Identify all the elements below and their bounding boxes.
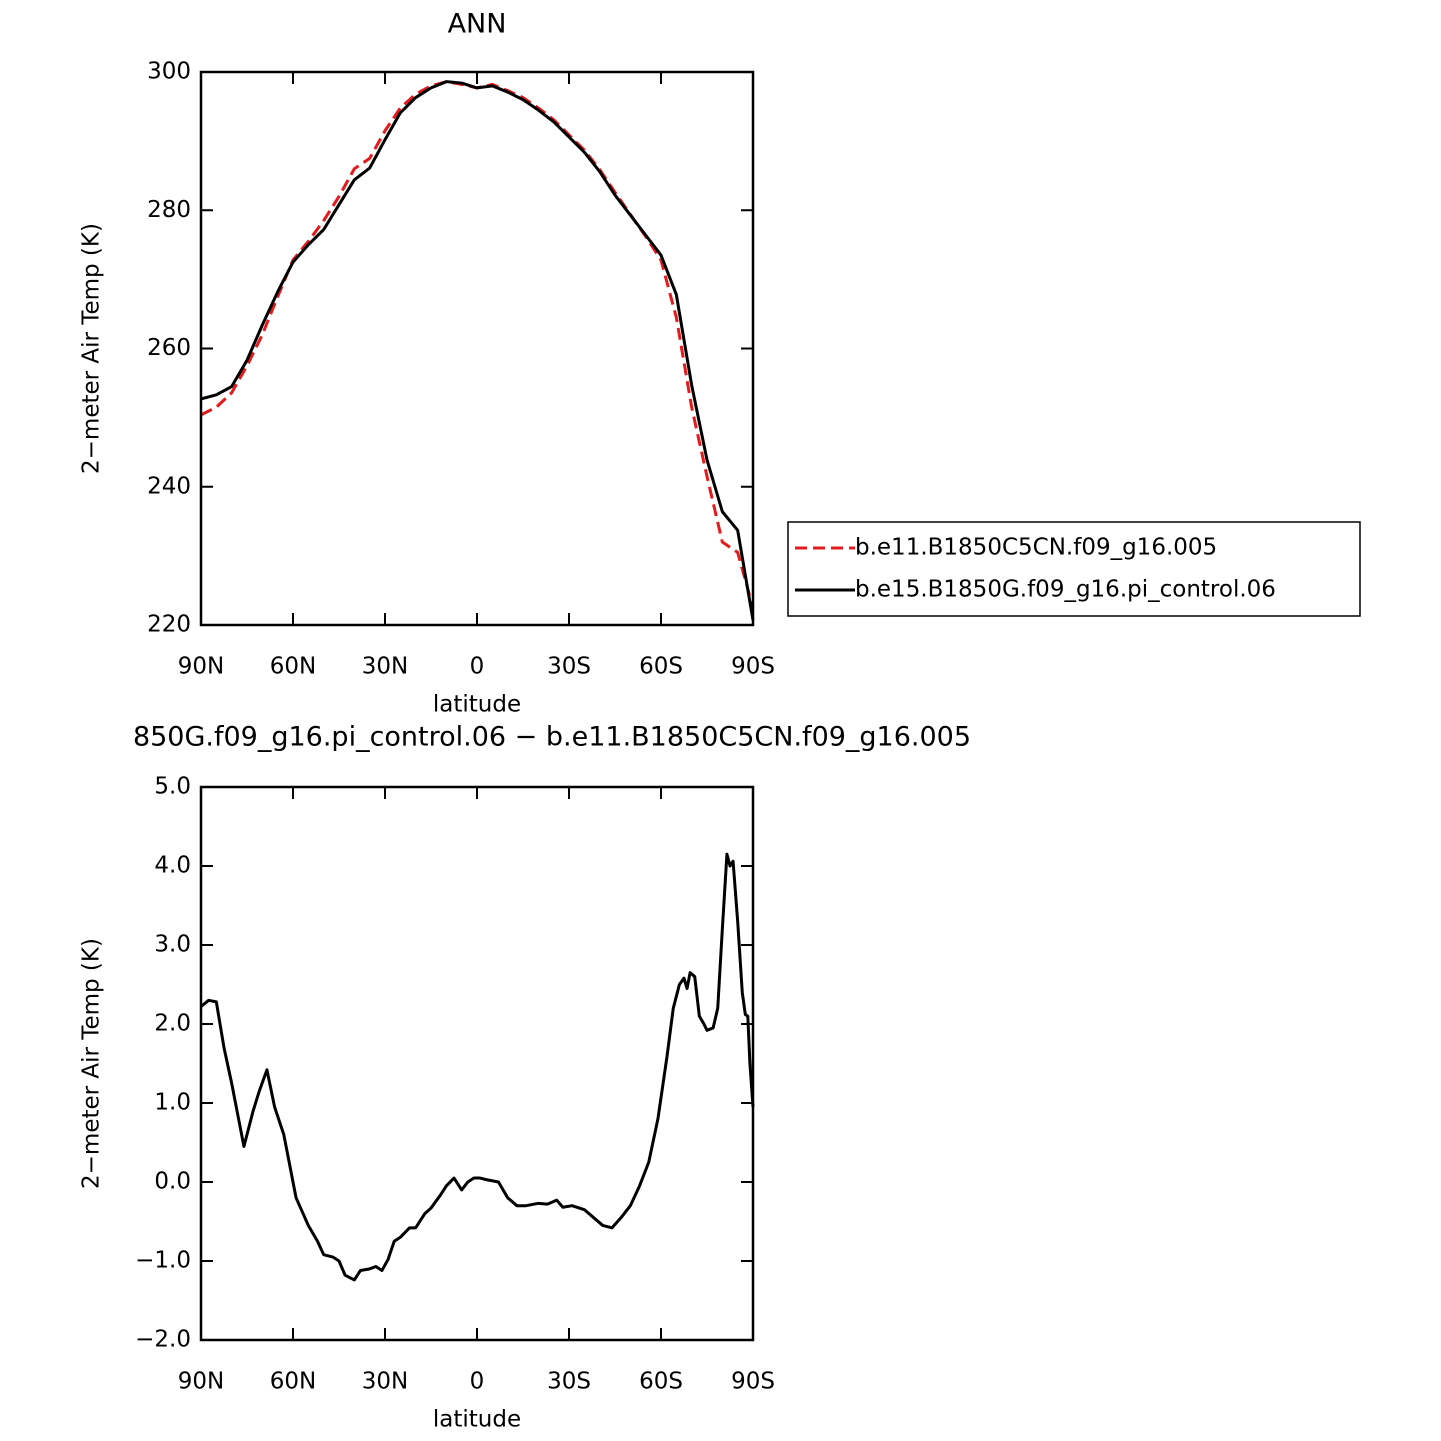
x-tick-label: 90N xyxy=(178,1369,224,1395)
x-tick-label: 30S xyxy=(547,654,591,680)
data-line xyxy=(200,80,755,621)
x-tick-label: 0 xyxy=(470,1369,485,1395)
y-tick-label: −1.0 xyxy=(135,1248,191,1274)
x-tick-label: 90S xyxy=(731,654,775,680)
legend-box xyxy=(787,521,1361,617)
x-tick-label: 0 xyxy=(470,654,485,680)
x-tick-label: 30N xyxy=(362,1369,408,1395)
x-axis-label: latitude xyxy=(433,692,521,718)
x-tick-label: 60N xyxy=(270,1369,316,1395)
y-tick-label: 1.0 xyxy=(154,1090,191,1116)
y-tick-label: 3.0 xyxy=(154,932,191,958)
legend-label: b.e11.B1850C5CN.f09_g16.005 xyxy=(855,535,1217,561)
legend-label: b.e15.B1850G.f09_g16.pi_control.06 xyxy=(855,577,1276,603)
x-tick-label: 60S xyxy=(639,654,683,680)
x-axis-label: latitude xyxy=(433,1407,521,1433)
y-tick-label: 0.0 xyxy=(154,1169,191,1195)
y-axis-label: 2−meter Air Temp (K) xyxy=(79,938,105,1189)
y-tick-label: 2.0 xyxy=(154,1011,191,1037)
plot-frame xyxy=(199,70,755,627)
x-tick-label: 60S xyxy=(639,1369,683,1395)
plot-frame xyxy=(199,785,755,1342)
x-tick-label: 90S xyxy=(731,1369,775,1395)
chart-title: ANN xyxy=(448,9,507,40)
y-tick-label: 280 xyxy=(147,197,191,223)
data-line xyxy=(200,80,755,609)
y-tick-label: −2.0 xyxy=(135,1327,191,1353)
x-tick-label: 30S xyxy=(547,1369,591,1395)
y-tick-label: 220 xyxy=(147,612,191,638)
y-tick-label: 4.0 xyxy=(154,853,191,879)
y-axis-label: 2−meter Air Temp (K) xyxy=(79,223,105,474)
y-tick-label: 260 xyxy=(147,335,191,361)
x-tick-label: 30N xyxy=(362,654,408,680)
chart-title: 850G.f09_g16.pi_control.06 − b.e11.B1850… xyxy=(133,722,971,753)
x-tick-label: 60N xyxy=(270,654,316,680)
data-line xyxy=(200,852,755,1282)
y-tick-label: 240 xyxy=(147,473,191,499)
y-tick-label: 300 xyxy=(147,59,191,85)
x-tick-label: 90N xyxy=(178,654,224,680)
y-tick-label: 5.0 xyxy=(154,774,191,800)
